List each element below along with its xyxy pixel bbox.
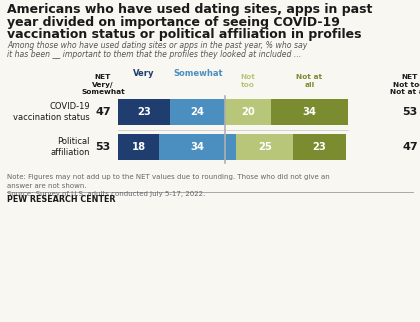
- Text: PEW RESEARCH CENTER: PEW RESEARCH CENTER: [7, 195, 116, 204]
- Text: Among those who have used dating sites or apps in the past year, % who say: Among those who have used dating sites o…: [7, 41, 307, 50]
- Text: Political
affiliation: Political affiliation: [50, 137, 90, 157]
- Text: answer are not shown.: answer are not shown.: [7, 183, 87, 188]
- Text: year divided on importance of seeing COVID-19: year divided on importance of seeing COV…: [7, 15, 340, 29]
- Bar: [171, 99, 225, 125]
- Text: Not
too: Not too: [240, 74, 255, 88]
- Bar: [293, 134, 346, 160]
- Text: 23: 23: [137, 107, 151, 117]
- Bar: [159, 134, 236, 160]
- Text: 23: 23: [312, 142, 326, 152]
- Text: Very: Very: [134, 69, 155, 78]
- Text: Note: Figures may not add up to the NET values due to rounding. Those who did no: Note: Figures may not add up to the NET …: [7, 174, 330, 180]
- Text: NET
Not too/
Not at all: NET Not too/ Not at all: [391, 74, 420, 95]
- Text: 47: 47: [402, 142, 418, 152]
- Text: it has been __ important to them that the profiles they looked at included ...: it has been __ important to them that th…: [7, 50, 302, 59]
- Text: 24: 24: [191, 107, 205, 117]
- Text: 34: 34: [191, 142, 205, 152]
- Text: COVID-19
vaccination status: COVID-19 vaccination status: [13, 102, 90, 122]
- Text: 53: 53: [95, 142, 110, 152]
- Bar: [118, 134, 159, 160]
- Text: 18: 18: [131, 142, 146, 152]
- Bar: [118, 99, 171, 125]
- Text: Source: Survey of U.S. adults conducted July 5-17, 2022.: Source: Survey of U.S. adults conducted …: [7, 191, 205, 197]
- Text: Not at
all: Not at all: [296, 74, 322, 88]
- Text: Americans who have used dating sites, apps in past: Americans who have used dating sites, ap…: [7, 3, 373, 16]
- Text: 53: 53: [402, 107, 417, 117]
- Text: 47: 47: [95, 107, 111, 117]
- Text: 20: 20: [241, 107, 255, 117]
- Text: NET
Very/
Somewhat: NET Very/ Somewhat: [81, 74, 125, 95]
- Text: vaccination status or political affiliation in profiles: vaccination status or political affiliat…: [7, 28, 362, 41]
- Bar: [270, 99, 348, 125]
- Text: Somewhat: Somewhat: [173, 69, 223, 78]
- Text: 34: 34: [302, 107, 316, 117]
- Text: 25: 25: [258, 142, 272, 152]
- Bar: [236, 134, 293, 160]
- Bar: [225, 99, 270, 125]
